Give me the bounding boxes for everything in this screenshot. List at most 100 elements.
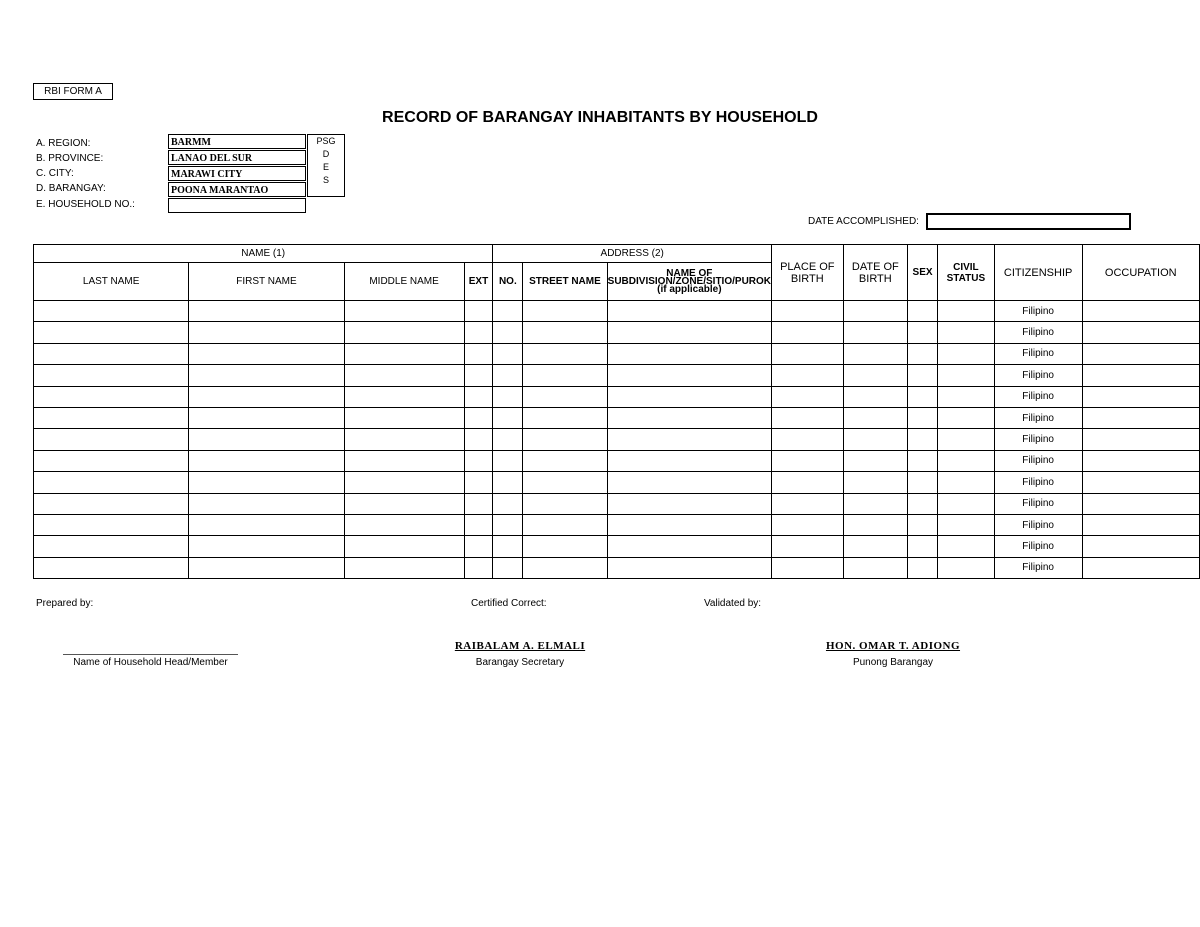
street-name-cell[interactable] [522,406,608,430]
province-field[interactable]: LANAO DEL SUR [168,150,306,165]
place-of-birth-cell[interactable] [771,321,844,344]
date-of-birth-cell[interactable] [842,513,909,537]
civil-status-cell[interactable] [937,471,995,494]
household-no-field[interactable] [168,198,306,213]
place-of-birth-cell[interactable] [771,385,844,408]
ext-cell[interactable] [463,449,494,473]
place-of-birth-cell[interactable] [771,535,844,558]
occupation-cell[interactable] [1081,492,1200,515]
first-name-cell[interactable] [188,299,345,323]
first-name-cell[interactable] [188,556,345,580]
date-of-birth-cell[interactable] [842,385,909,408]
street-name-cell[interactable] [522,299,608,323]
citizenship-cell[interactable]: Filipino [993,321,1083,344]
place-of-birth-cell[interactable] [771,406,844,430]
date-accomplished-field[interactable] [926,213,1131,230]
first-name-cell[interactable] [188,513,345,537]
first-name-cell[interactable] [188,535,345,558]
occupation-cell[interactable] [1081,513,1200,537]
ext-cell[interactable] [463,428,494,451]
last-name-cell[interactable] [32,385,190,408]
subdivision-cell[interactable] [606,471,773,494]
subdivision-cell[interactable] [606,321,773,344]
city-field[interactable]: MARAWI CITY [168,166,306,181]
citizenship-cell[interactable]: Filipino [993,385,1083,408]
date-of-birth-cell[interactable] [842,342,909,366]
first-name-cell[interactable] [188,321,345,344]
civil-status-cell[interactable] [937,406,995,430]
subdivision-cell[interactable] [606,492,773,515]
civil-status-cell[interactable] [937,385,995,408]
citizenship-cell[interactable]: Filipino [993,535,1083,558]
last-name-cell[interactable] [32,299,190,323]
house-no-cell[interactable] [492,556,524,580]
civil-status-cell[interactable] [937,513,995,537]
occupation-cell[interactable] [1081,321,1200,344]
house-no-cell[interactable] [492,492,524,515]
region-field[interactable]: BARMM [168,134,306,149]
place-of-birth-cell[interactable] [771,471,844,494]
first-name-cell[interactable] [188,428,345,451]
occupation-cell[interactable] [1081,385,1200,408]
first-name-cell[interactable] [188,406,345,430]
first-name-cell[interactable] [188,449,345,473]
house-no-cell[interactable] [492,428,524,451]
date-of-birth-cell[interactable] [842,364,909,387]
house-no-cell[interactable] [492,321,524,344]
date-of-birth-cell[interactable] [842,428,909,451]
subdivision-cell[interactable] [606,299,773,323]
ext-cell[interactable] [463,492,494,515]
sex-cell[interactable] [907,492,938,515]
civil-status-cell[interactable] [937,299,995,323]
civil-status-cell[interactable] [937,321,995,344]
house-no-cell[interactable] [492,513,524,537]
occupation-cell[interactable] [1081,535,1200,558]
sex-cell[interactable] [907,406,938,430]
house-no-cell[interactable] [492,299,524,323]
street-name-cell[interactable] [522,449,608,473]
subdivision-cell[interactable] [606,535,773,558]
middle-name-cell[interactable] [343,406,465,430]
place-of-birth-cell[interactable] [771,492,844,515]
date-of-birth-cell[interactable] [842,492,909,515]
civil-status-cell[interactable] [937,428,995,451]
civil-status-cell[interactable] [937,342,995,366]
subdivision-cell[interactable] [606,406,773,430]
last-name-cell[interactable] [32,342,190,366]
sex-cell[interactable] [907,428,938,451]
date-of-birth-cell[interactable] [842,406,909,430]
street-name-cell[interactable] [522,535,608,558]
sex-cell[interactable] [907,471,938,494]
house-no-cell[interactable] [492,406,524,430]
middle-name-cell[interactable] [343,428,465,451]
last-name-cell[interactable] [32,535,190,558]
citizenship-cell[interactable]: Filipino [993,449,1083,473]
subdivision-cell[interactable] [606,449,773,473]
date-of-birth-cell[interactable] [842,299,909,323]
house-no-cell[interactable] [492,449,524,473]
middle-name-cell[interactable] [343,364,465,387]
date-of-birth-cell[interactable] [842,471,909,494]
sex-cell[interactable] [907,342,938,366]
ext-cell[interactable] [463,513,494,537]
civil-status-cell[interactable] [937,535,995,558]
middle-name-cell[interactable] [343,385,465,408]
occupation-cell[interactable] [1081,364,1200,387]
ext-cell[interactable] [463,385,494,408]
last-name-cell[interactable] [32,492,190,515]
date-of-birth-cell[interactable] [842,535,909,558]
street-name-cell[interactable] [522,556,608,580]
occupation-cell[interactable] [1081,406,1200,430]
subdivision-cell[interactable] [606,385,773,408]
subdivision-cell[interactable] [606,513,773,537]
last-name-cell[interactable] [32,428,190,451]
place-of-birth-cell[interactable] [771,513,844,537]
street-name-cell[interactable] [522,321,608,344]
date-of-birth-cell[interactable] [842,556,909,580]
street-name-cell[interactable] [522,364,608,387]
place-of-birth-cell[interactable] [771,364,844,387]
middle-name-cell[interactable] [343,299,465,323]
middle-name-cell[interactable] [343,535,465,558]
subdivision-cell[interactable] [606,342,773,366]
place-of-birth-cell[interactable] [771,342,844,366]
